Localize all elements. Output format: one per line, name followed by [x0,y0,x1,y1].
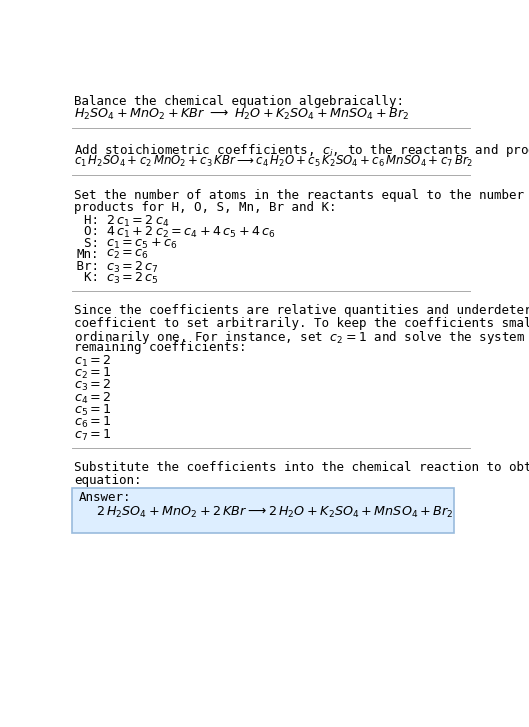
Text: $c_2 = 1$: $c_2 = 1$ [74,366,112,381]
Text: Substitute the coefficients into the chemical reaction to obtain the balanced: Substitute the coefficients into the che… [74,462,529,475]
Text: $4\,c_1 + 2\,c_2 = c_4 + 4\,c_5 + 4\,c_6$: $4\,c_1 + 2\,c_2 = c_4 + 4\,c_5 + 4\,c_6… [106,225,276,240]
Bar [72,489,454,533]
Text: Set the number of atoms in the reactants equal to the number of atoms in the: Set the number of atoms in the reactants… [74,189,529,202]
Text: ordinarily one. For instance, set $c_2 = 1$ and solve the system of equations fo: ordinarily one. For instance, set $c_2 =… [74,329,529,346]
Text: $c_1 = c_5 + c_6$: $c_1 = c_5 + c_6$ [106,236,178,251]
Text: $2\,H_2SO_4 + MnO_2 + 2\,KBr \longrightarrow 2\,H_2O + K_2SO_4 + MnSO_4 + Br_2$: $2\,H_2SO_4 + MnO_2 + 2\,KBr \longrighta… [96,505,453,521]
Text: $c_6 = 1$: $c_6 = 1$ [74,415,112,430]
Text: $c_1\,H_2SO_4 + c_2\,MnO_2 + c_3\,KBr \longrightarrow c_4\,H_2O + c_5\,K_2SO_4 +: $c_1\,H_2SO_4 + c_2\,MnO_2 + c_3\,KBr \l… [74,154,473,169]
Text: $H_2SO_4 + MnO_2 + KBr\ \longrightarrow\ H_2O + K_2SO_4 + MnSO_4 + Br_2$: $H_2SO_4 + MnO_2 + KBr\ \longrightarrow\… [74,108,409,122]
Text: $c_3 = 2\,c_5$: $c_3 = 2\,c_5$ [106,271,159,286]
Text: Mn:: Mn: [76,248,99,261]
Text: coefficient to set arbitrarily. To keep the coefficients small, the arbitrary va: coefficient to set arbitrarily. To keep … [74,317,529,330]
Text: S:: S: [69,236,99,249]
Text: $c_3 = 2\,c_7$: $c_3 = 2\,c_7$ [106,260,159,275]
Text: remaining coefficients:: remaining coefficients: [74,342,247,354]
Text: $c_7 = 1$: $c_7 = 1$ [74,427,112,443]
Text: $c_2 = c_6$: $c_2 = c_6$ [106,248,149,261]
Text: $c_5 = 1$: $c_5 = 1$ [74,403,112,418]
Text: Balance the chemical equation algebraically:: Balance the chemical equation algebraica… [74,95,404,108]
Text: Br:: Br: [69,260,99,273]
Text: Add stoichiometric coefficients, $c_i$, to the reactants and products:: Add stoichiometric coefficients, $c_i$, … [74,142,529,159]
Text: Since the coefficients are relative quantities and underdetermined, choose a: Since the coefficients are relative quan… [74,305,529,318]
Text: equation:: equation: [74,474,141,487]
Text: Answer:: Answer: [78,491,131,505]
Text: products for H, O, S, Mn, Br and K:: products for H, O, S, Mn, Br and K: [74,201,336,214]
Text: $2\,c_1 = 2\,c_4$: $2\,c_1 = 2\,c_4$ [106,214,170,228]
Text: $c_3 = 2$: $c_3 = 2$ [74,378,111,393]
Text: O:: O: [69,225,99,238]
Text: K:: K: [69,271,99,284]
Text: $c_4 = 2$: $c_4 = 2$ [74,390,111,406]
Text: $c_1 = 2$: $c_1 = 2$ [74,353,111,369]
Text: H:: H: [69,214,99,227]
